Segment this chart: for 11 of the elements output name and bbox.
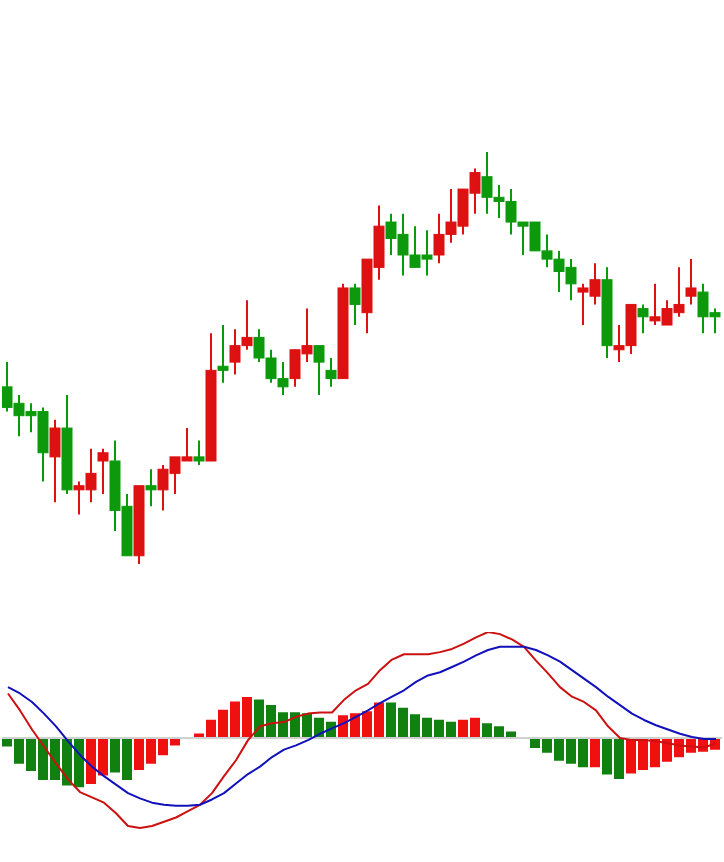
candlestick <box>97 447 109 495</box>
candlestick <box>637 303 649 335</box>
candlestick <box>685 258 697 306</box>
candlestick <box>313 344 325 397</box>
candlestick <box>145 468 157 508</box>
bar <box>590 738 600 768</box>
candlestick <box>49 418 61 504</box>
candlestick <box>193 439 205 467</box>
candlestick <box>217 324 229 384</box>
candlestick <box>349 282 361 327</box>
candlestick <box>325 357 337 388</box>
